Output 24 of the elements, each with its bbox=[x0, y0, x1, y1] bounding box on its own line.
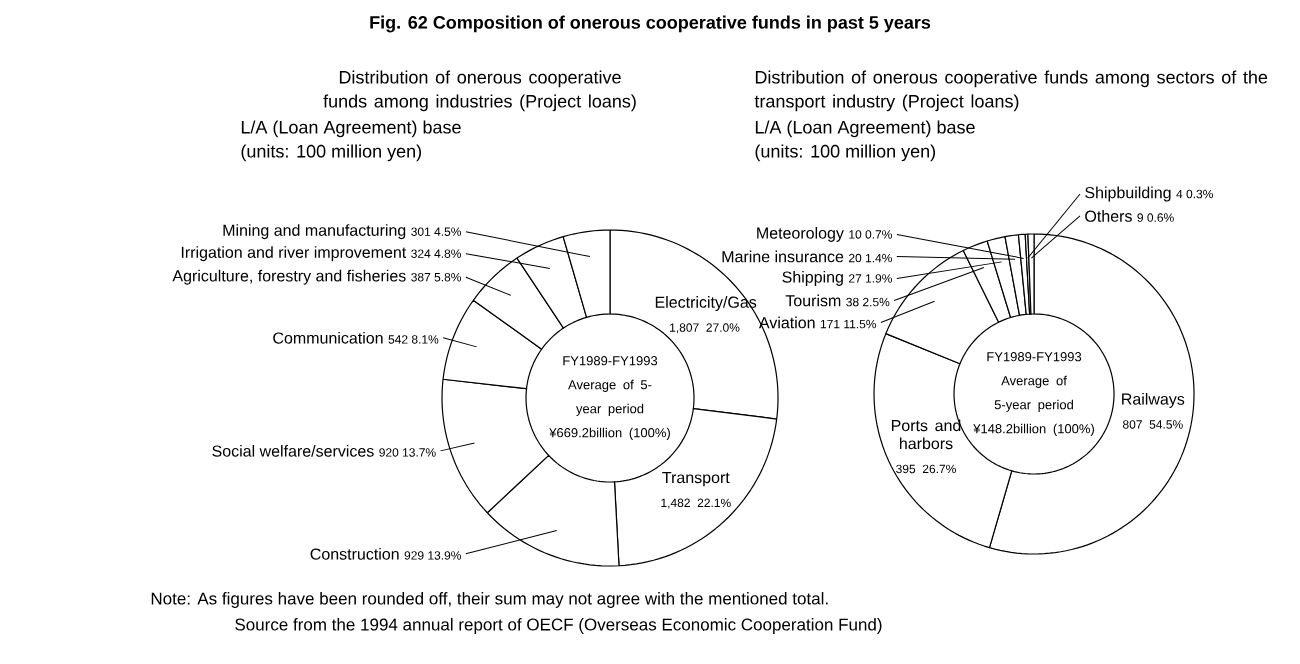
chart-subtitle: L/A (Loan Agreement) base bbox=[755, 120, 975, 138]
slice-label: Railways bbox=[1122, 393, 1185, 408]
slice-label: Marine insurance bbox=[722, 250, 844, 263]
slice-label: Transport bbox=[662, 471, 730, 487]
caption: Fig. 62 Composition of onerous cooperative funds in past 5 years bbox=[370, 15, 931, 33]
slice-label: Shipbuilding bbox=[1085, 186, 1171, 202]
slice-label: Irrigation and river improvement bbox=[181, 246, 407, 262]
slice-label: Meteorology bbox=[757, 226, 844, 242]
slice-label: Mining and manufacturing bbox=[223, 224, 406, 240]
slice-label: Construction bbox=[310, 547, 399, 560]
chart-subtitle: L/A (Loan Agreement) base bbox=[241, 120, 461, 138]
chart-title: Distribution of onerous cooperative funds among sectors of the transport industry (Project loans) bbox=[754, 70, 1268, 112]
source-note: Source from the 1994 annual report of OECF (Overseas Economic Cooperation Fund) bbox=[235, 618, 882, 634]
chart-title: Distribution of onerous cooperative funds among industries (Project loans) bbox=[323, 70, 636, 112]
slice-label: Agriculture, forestry and fisheries bbox=[172, 269, 406, 285]
slice-label: Shipping bbox=[782, 270, 843, 286]
slice-label: Tourism bbox=[785, 294, 841, 307]
slice-label: Ports and harbors bbox=[891, 419, 961, 450]
text: (units: 100 million yen) bbox=[755, 144, 936, 162]
slice-label: Communication bbox=[273, 331, 383, 344]
text: (units: 100 million yen) bbox=[241, 144, 422, 162]
text: Note: As figures have been rounded off, their sum may not agree with the mentioned total. bbox=[151, 592, 828, 608]
slice-label: Social welfare/services bbox=[212, 444, 374, 457]
slice-label: Others bbox=[1085, 210, 1132, 222]
